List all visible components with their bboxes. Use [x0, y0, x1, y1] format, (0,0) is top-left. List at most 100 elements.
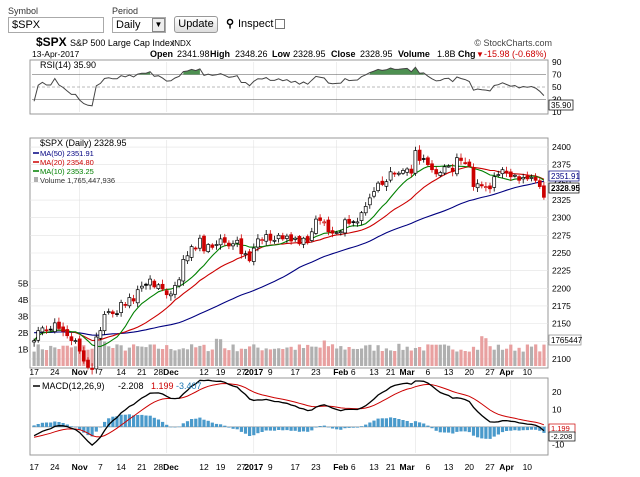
low-label: Low: [272, 49, 291, 59]
price-x-label: Feb: [333, 367, 348, 377]
candle-body: [90, 367, 94, 370]
chevron-down-icon[interactable]: ▼: [152, 18, 165, 32]
macd-histogram-bar: [90, 426, 94, 437]
macd-histogram-bar: [467, 426, 471, 433]
macd-histogram-bar: [538, 426, 542, 431]
macd-histogram-bar: [107, 418, 111, 427]
macd-histogram-bar: [53, 421, 57, 427]
volume-bar: [281, 349, 285, 366]
macd-histogram-bar: [111, 416, 115, 427]
candle: [500, 167, 505, 179]
macd-x-label: 13: [444, 462, 454, 472]
candle-body: [177, 279, 182, 287]
candle: [363, 202, 368, 216]
price-tick-label: 2175: [552, 301, 571, 311]
inspect-label[interactable]: Inspect: [238, 18, 274, 30]
candle: [392, 171, 397, 177]
chart-date: 13-Apr-2017: [32, 49, 80, 59]
svg-text:-2.208: -2.208: [551, 432, 572, 441]
candle: [247, 249, 252, 263]
brand-text: © StockCharts.com: [474, 38, 552, 48]
price-x-label: 9: [268, 367, 273, 377]
volume-bar: [397, 343, 401, 366]
macd-histogram-bar: [488, 426, 492, 439]
candle-body: [40, 327, 45, 333]
volume-bar: [455, 351, 459, 366]
svg-text:1765447: 1765447: [551, 336, 583, 345]
inspect-checkbox[interactable]: [275, 19, 285, 29]
candle-body: [202, 235, 206, 252]
volume-bar: [476, 349, 480, 366]
candle-body: [504, 170, 509, 174]
macd-x-label: 28: [154, 462, 164, 472]
volume-bar: [214, 338, 219, 366]
candle-body: [115, 313, 119, 315]
macd-histogram-bar: [455, 426, 459, 432]
symbol-input[interactable]: $SPX: [8, 17, 104, 33]
volume-bar: [165, 345, 169, 366]
candle: [309, 227, 314, 243]
macd-histogram-bar: [517, 426, 521, 431]
candle: [434, 166, 439, 178]
macd-histogram-bar: [40, 422, 44, 427]
volume-bar: [447, 345, 451, 366]
candle: [459, 153, 463, 165]
svg-text:2351.91: 2351.91: [551, 172, 580, 181]
axis-layer: 90 70 50 30 10 2400 2375 2350 2325 2300 2275 2250 22…: [18, 57, 571, 472]
volume-bar: [293, 349, 297, 366]
volume-bar: [418, 347, 422, 366]
macd-histogram-bar: [144, 415, 148, 427]
macd-histogram-bar: [78, 426, 82, 430]
volume-bar: [360, 348, 364, 366]
candle-body: [98, 330, 103, 339]
volume-bar: [161, 349, 165, 366]
candle: [479, 181, 484, 189]
macd-histogram-bar: [372, 420, 376, 427]
volume-bar: [413, 348, 418, 366]
candle-body: [542, 185, 546, 198]
candle-body: [256, 238, 260, 248]
candle-body: [94, 336, 99, 370]
candle: [160, 279, 165, 292]
update-button[interactable]: Update: [174, 16, 218, 33]
candle-body: [231, 243, 235, 247]
macd-histogram-bar: [480, 426, 484, 439]
candle-body: [421, 158, 426, 160]
macd-tick-label: 20: [552, 387, 562, 397]
candle: [446, 164, 451, 168]
volume-bar: [198, 345, 202, 366]
ma50-value-tag: 2351.91: [548, 170, 580, 182]
macd-histogram-bar: [335, 426, 339, 430]
candle-body: [251, 247, 256, 262]
candle-body: [185, 255, 190, 262]
macd-histogram-bar: [210, 422, 214, 427]
candle-body: [430, 163, 434, 171]
macd-histogram-bar: [36, 424, 40, 427]
volume-bar: [409, 350, 413, 366]
candle: [135, 285, 140, 308]
volume-bar: [318, 347, 322, 366]
macd-histogram-bar: [463, 426, 467, 432]
volume-bar: [44, 350, 49, 366]
candle-body: [57, 321, 61, 329]
volume-bar: [177, 349, 181, 366]
macd-histogram-bar: [451, 426, 455, 434]
candle: [405, 167, 409, 176]
candle: [268, 230, 273, 244]
candle-body: [359, 212, 364, 221]
macd-histogram-bar: [194, 418, 198, 427]
macd-histogram-bar: [132, 415, 136, 427]
magnifier-icon[interactable]: ⚲: [226, 18, 235, 30]
close-label: Close: [331, 49, 356, 59]
candle: [231, 240, 235, 250]
macd-histogram-bar: [368, 422, 372, 427]
candle-body: [326, 219, 331, 233]
candle-body: [36, 330, 41, 341]
candle: [326, 216, 331, 236]
macd-x-label: 14: [116, 462, 126, 472]
macd-histogram-bar: [65, 424, 69, 427]
volume-bar: [103, 341, 107, 366]
volume-bar: [185, 349, 190, 366]
volume-bar: [235, 351, 239, 366]
volume-bar: [61, 345, 65, 366]
